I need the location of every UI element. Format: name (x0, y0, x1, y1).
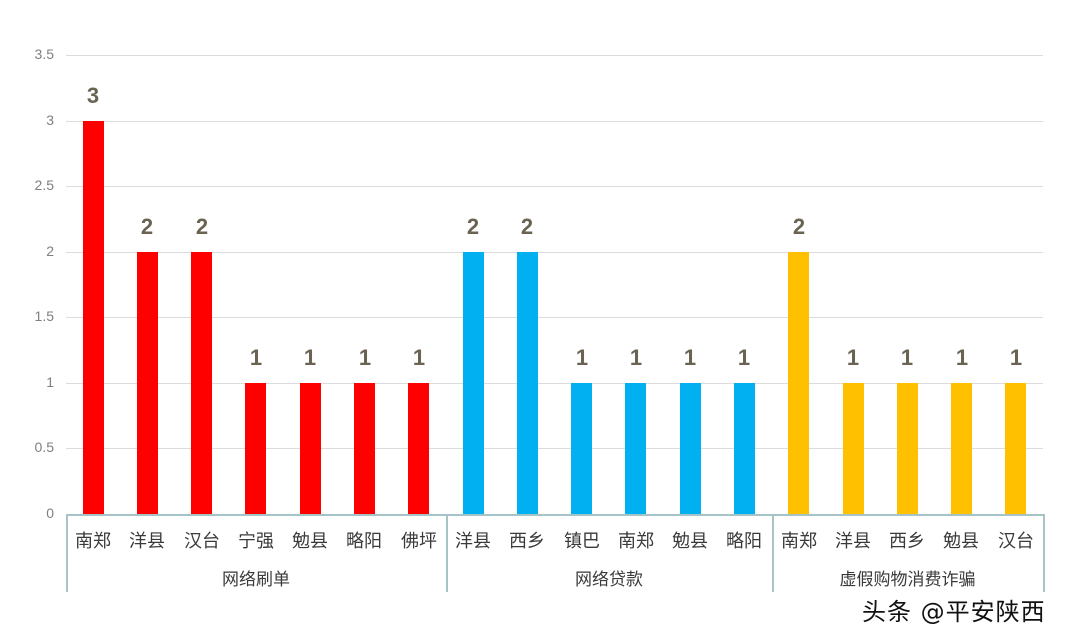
data-label: 1 (575, 345, 589, 370)
category-label: 略阳 (726, 531, 762, 552)
data-label: 1 (1009, 345, 1023, 370)
bar (788, 252, 809, 514)
bar (300, 383, 321, 514)
y-tick-label: 2.5 (34, 177, 54, 194)
data-label: 2 (140, 214, 154, 239)
x-axis-border (66, 514, 68, 592)
data-label: 1 (358, 345, 372, 370)
gridline (66, 448, 1043, 449)
group-label: 虚假购物消费诈骗 (839, 570, 976, 590)
data-label: 3 (86, 83, 100, 108)
bar (897, 383, 918, 514)
category-label: 勉县 (943, 531, 979, 552)
data-label: 1 (846, 345, 860, 370)
y-tick-label: 3 (46, 111, 54, 128)
category-label: 南郑 (781, 531, 817, 552)
data-label: 2 (520, 214, 534, 239)
bar (463, 252, 484, 514)
data-label: 2 (792, 214, 806, 239)
data-label: 1 (629, 345, 643, 370)
category-label: 洋县 (129, 531, 165, 552)
x-axis-line (66, 514, 1044, 516)
bar (951, 383, 972, 514)
gridline (66, 252, 1043, 253)
category-label: 西乡 (509, 531, 545, 552)
bar (137, 252, 158, 514)
x-axis-border (1043, 514, 1045, 592)
category-label: 洋县 (835, 531, 871, 552)
bar (517, 252, 538, 514)
bar (408, 383, 429, 514)
data-label: 1 (737, 345, 751, 370)
bar (245, 383, 266, 514)
category-label: 南郑 (618, 531, 654, 552)
bar (680, 383, 701, 514)
y-tick-label: 0.5 (34, 439, 54, 456)
group-divider (446, 514, 448, 592)
y-tick-label: 1.5 (34, 308, 54, 325)
data-label: 2 (466, 214, 480, 239)
category-label: 汉台 (998, 531, 1034, 552)
watermark: 头条 @平安陕西 (862, 598, 1046, 626)
category-label: 汉台 (184, 531, 220, 552)
bar (1005, 383, 1026, 514)
data-label: 1 (303, 345, 317, 370)
category-label: 南郑 (75, 531, 111, 552)
gridline (66, 317, 1043, 318)
gridline (66, 121, 1043, 122)
y-tick-label: 1 (46, 373, 54, 390)
bar (625, 383, 646, 514)
category-label: 洋县 (455, 531, 491, 552)
data-label: 2 (195, 214, 209, 239)
group-divider (772, 514, 774, 592)
data-label: 1 (900, 345, 914, 370)
gridline (66, 55, 1043, 56)
category-label: 西乡 (889, 531, 925, 552)
group-label: 网络刷单 (222, 570, 290, 590)
bar (354, 383, 375, 514)
group-label: 网络贷款 (575, 570, 643, 590)
bar (191, 252, 212, 514)
y-tick-label: 0 (46, 505, 54, 521)
category-label: 宁强 (238, 531, 274, 552)
category-label: 勉县 (292, 531, 328, 552)
data-label: 1 (955, 345, 969, 370)
data-label: 1 (249, 345, 263, 370)
gridline (66, 383, 1043, 384)
category-label: 镇巴 (564, 531, 600, 552)
category-label: 勉县 (672, 531, 708, 552)
data-label: 1 (412, 345, 426, 370)
gridline (66, 186, 1043, 187)
y-tick-label: 3.5 (34, 46, 54, 62)
category-label: 略阳 (346, 531, 382, 552)
bar (571, 383, 592, 514)
bar (734, 383, 755, 514)
bar (843, 383, 864, 514)
bar (83, 121, 104, 514)
category-label: 佛坪 (401, 531, 437, 552)
data-label: 1 (683, 345, 697, 370)
y-tick-label: 2 (46, 242, 54, 259)
